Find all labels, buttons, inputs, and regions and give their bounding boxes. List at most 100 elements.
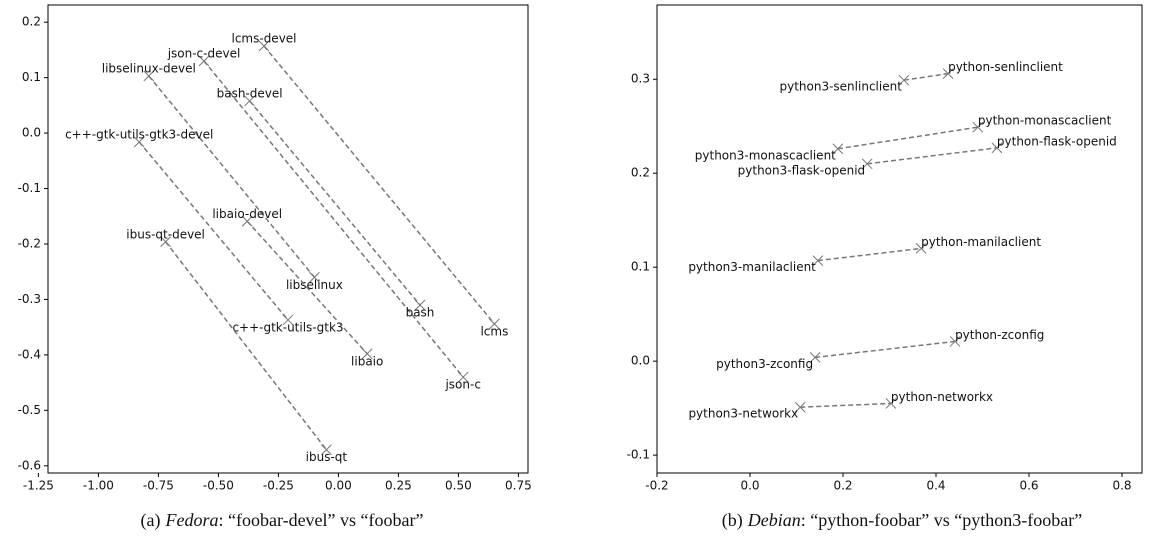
caption: (a) Fedora: “foobar-devel” vs “foobar” [140,510,423,531]
x-tick-label: 0.75 [505,479,532,493]
marker [991,142,1003,154]
caption-tag: (a) [140,510,160,531]
x-tick-label: 0.6 [1019,479,1038,493]
point-label: libselinux-devel [102,61,196,75]
point-label: json-c-devel [167,47,241,61]
connector [246,220,368,355]
x-tick-label: -0.2 [645,479,668,493]
marker [949,336,961,347]
point-label: bash-devel [217,86,283,100]
x-tick-label: -0.25 [263,479,294,493]
connector [165,241,327,451]
point-label: python-senlinclient [948,60,1063,74]
marker [198,55,210,67]
caption-tag: (b) [722,510,743,531]
point-label: python3-zconfig [716,357,813,371]
x-tick-label: -0.75 [143,479,174,493]
connector [867,147,998,165]
x-tick-label: 0.4 [926,479,945,493]
y-tick-label: 0.1 [22,70,41,84]
marker [244,95,255,107]
marker [309,271,320,283]
y-tick-label: -0.5 [18,403,41,417]
plot-frame [47,4,529,474]
marker [361,348,373,360]
y-tick-label: 0.1 [631,260,650,274]
y-tick-label: -0.1 [18,181,41,195]
point-label: lcms-devel [231,32,296,46]
x-tick-label: 0.2 [833,479,852,493]
marker [812,255,824,266]
marker [160,236,171,248]
caption-source: Fedora [164,510,218,530]
point-label: ibus-qt-devel [126,227,205,241]
point-label: python-monascaclient [978,114,1112,128]
marker [794,401,806,413]
connector [817,247,922,262]
x-tick-label: 0.25 [385,479,412,493]
marker [489,318,500,330]
marker [143,70,155,82]
caption-text: : “python-foobar” vs “python3-foobar” [801,510,1082,530]
point-label: libaio-devel [212,207,282,221]
x-tick-label: 0.00 [325,479,352,493]
point-label: python-manilaclient [921,235,1041,249]
marker [282,314,294,326]
point-label: json-c [444,378,480,392]
point-label: python3-networkx [688,407,798,421]
marker [457,371,469,383]
point-label: c++-gtk-utils-gtk3-devel [65,127,213,141]
point-label: libaio [351,354,383,368]
x-tick-label: -0.50 [203,479,234,493]
x-tick-label: 0.8 [1112,479,1131,493]
point-label: python3-flask-openid [738,163,866,177]
caption-source: Debian [747,510,801,530]
point-label: lcms [480,324,508,338]
connector [903,72,949,81]
connector [148,75,315,278]
marker [972,121,984,133]
point-label: c++-gtk-utils-gtk3 [232,320,343,334]
connector [263,45,495,325]
marker [915,243,927,254]
y-tick-label: -0.2 [18,236,41,250]
point-label: python-networkx [891,390,993,404]
point-label: ibus-qt [306,450,348,464]
y-tick-label: 0.3 [631,72,650,86]
y-tick-label: -0.6 [18,458,41,472]
connector [203,60,464,378]
x-tick-label: -1.25 [23,479,54,493]
point-label: python3-monascaclient [695,148,836,162]
marker [258,40,270,52]
point-label: python-flask-openid [997,134,1117,148]
connector [800,402,891,408]
point-label: python3-manilaclient [688,260,816,274]
x-tick-label: -1.00 [83,479,114,493]
marker [885,398,897,409]
x-tick-label: 0.0 [740,479,759,493]
y-tick-label: -0.4 [18,347,41,361]
y-tick-label: 0.2 [22,15,41,29]
caption: (b) Debian: “python-foobar” vs “python3-f… [722,510,1082,531]
point-label: libselinux [286,278,343,292]
connector [837,126,978,150]
point-label: bash [406,305,435,319]
marker [832,143,844,155]
marker [321,444,332,456]
point-label: python3-senlinclient [779,80,902,94]
marker [133,136,145,148]
y-tick-label: -0.3 [18,292,41,306]
plot-frame [656,4,1143,474]
x-tick-label: 0.50 [445,479,472,493]
marker [809,352,821,363]
caption-text: : “foobar-devel” vs “foobar” [218,510,423,530]
marker [414,299,426,311]
marker [898,74,910,86]
point-label: python-zconfig [955,328,1044,342]
marker [861,158,873,170]
connector [138,141,289,321]
connector [815,340,956,359]
marker [942,68,954,79]
y-tick-label: 0.2 [631,166,650,180]
